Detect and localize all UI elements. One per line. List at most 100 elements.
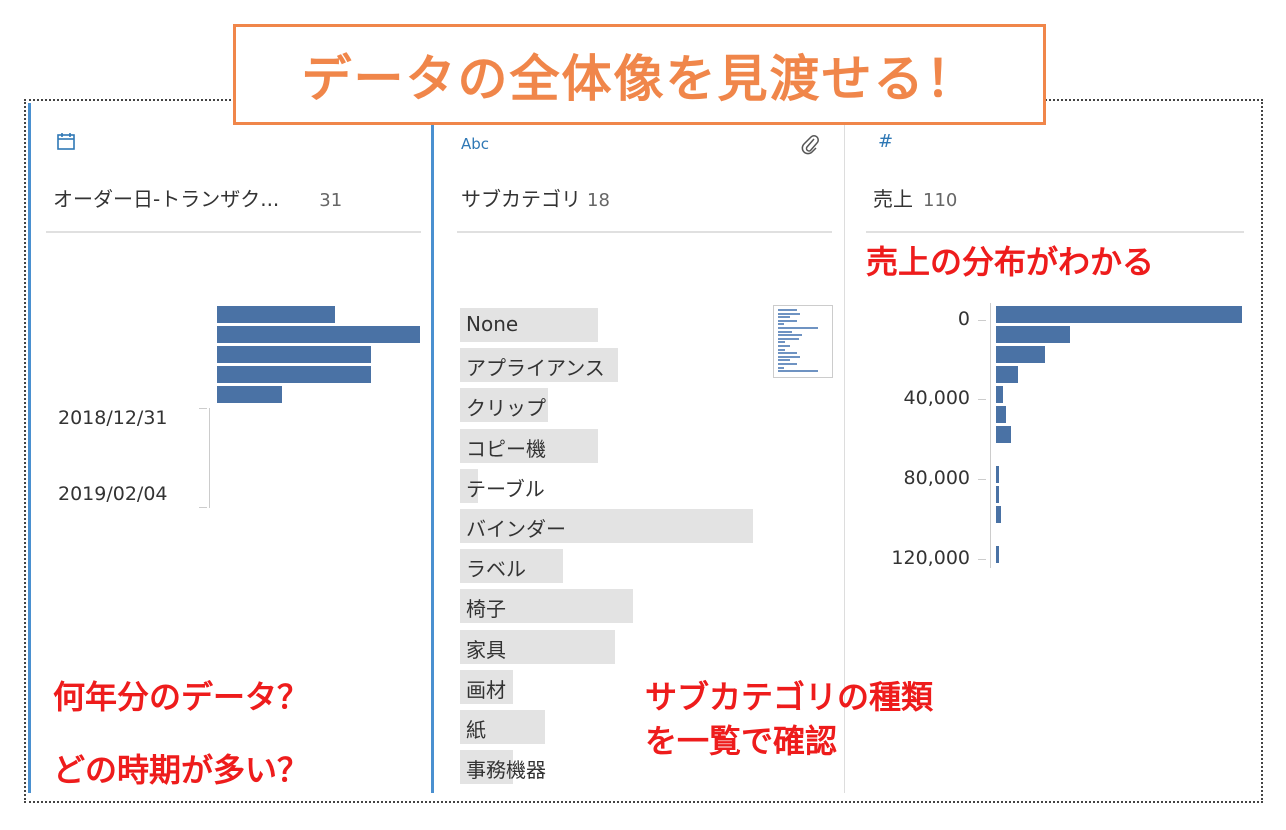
banner-title: データの全体像を見渡せる！ xyxy=(301,49,978,108)
subcategory-row[interactable]: アプライアンス xyxy=(460,348,753,382)
minimap-line xyxy=(778,330,792,333)
subcategory-count-bar xyxy=(460,630,615,664)
subcategory-row[interactable]: 画材 xyxy=(460,670,753,704)
date-histogram-bar[interactable] xyxy=(217,306,335,323)
subcategory-field-card[interactable]: Abc サブカテゴリ 18 None アプライアンス クリップコピー機テーブルバインダ… xyxy=(437,103,845,793)
minimap-line xyxy=(778,359,790,362)
subcategory-label: 紙 xyxy=(466,718,486,742)
sales-field-header[interactable]: 売上 110 xyxy=(873,183,957,212)
subcategory-row[interactable]: None xyxy=(460,308,753,342)
annotation-sales-distribution: 売上の分布がわかる xyxy=(866,243,1155,281)
subcategory-field-count: 18 xyxy=(587,190,610,211)
header-divider xyxy=(457,231,832,233)
subcategory-count-bar xyxy=(460,509,753,543)
annotation-period: どの時期が多い？ xyxy=(53,751,310,789)
subcategory-label: クリップ xyxy=(466,396,546,420)
minimap-line xyxy=(778,345,790,347)
header-divider xyxy=(46,231,421,233)
sales-histogram-bar[interactable] xyxy=(996,346,1045,363)
minimap-line xyxy=(778,355,800,358)
subcategory-count-bar xyxy=(460,388,548,422)
date-field-card[interactable]: オーダー日-トランザク... 31 2018/12/31 2019/02/04 何… xyxy=(28,103,434,793)
sales-histogram-bar[interactable] xyxy=(996,466,999,483)
minimap-line xyxy=(778,312,800,315)
subcategory-field-header[interactable]: サブカテゴリ 18 xyxy=(461,183,610,212)
abc-string-icon: Abc xyxy=(461,135,490,153)
sales-histogram-bar[interactable] xyxy=(996,546,999,563)
header-divider xyxy=(866,231,1244,233)
sales-tick-label: 120,000 xyxy=(891,547,970,569)
subcategory-count-bar xyxy=(460,670,513,704)
tick-mark xyxy=(199,408,207,409)
subcategory-row[interactable]: 事務機器 xyxy=(460,750,753,784)
minimap-line xyxy=(778,352,797,355)
sales-histogram-bar[interactable] xyxy=(996,386,1003,403)
sales-histogram-bar[interactable] xyxy=(996,326,1070,343)
date-axis xyxy=(209,408,210,508)
sales-field-card[interactable]: # 売上 110 売上の分布がわかる 0 40,000 80,000 120,000 xyxy=(848,103,1260,793)
subcategory-label: コピー機 xyxy=(466,437,546,461)
subcategory-row[interactable]: ラベル xyxy=(460,549,753,583)
date-histogram-bar[interactable] xyxy=(217,386,282,403)
subcategory-label: None xyxy=(466,312,519,336)
date-histogram-bar[interactable] xyxy=(217,366,371,383)
sales-histogram-bar[interactable] xyxy=(996,366,1018,383)
minimap-line xyxy=(778,309,797,311)
annotation-subcategory-types: サブカテゴリの種類 xyxy=(645,678,934,716)
subcategory-count-bar xyxy=(460,469,478,503)
tick-mark xyxy=(978,399,986,400)
tick-mark xyxy=(978,479,986,480)
subcategory-count-bar xyxy=(460,750,513,784)
date-histogram-bar[interactable] xyxy=(217,326,420,343)
subcategory-label: バインダー xyxy=(466,517,566,541)
annotation-years: 何年分のデータ？ xyxy=(53,678,310,716)
minimap-line xyxy=(778,363,797,365)
tick-mark xyxy=(978,320,986,321)
sales-histogram-bar[interactable] xyxy=(996,506,1001,523)
subcategory-count-bar xyxy=(460,429,598,463)
subcategory-row[interactable]: コピー機 xyxy=(460,429,753,463)
sales-histogram-bar[interactable] xyxy=(996,306,1242,323)
subcategory-row[interactable]: 家具 xyxy=(460,630,753,664)
annotation-subcategory-list: を一覧で確認 xyxy=(645,722,838,760)
subcategory-row[interactable]: 椅子 xyxy=(460,589,753,623)
subcategory-label: 画材 xyxy=(466,678,506,702)
subcategory-count-bar xyxy=(460,308,598,342)
subcategory-row[interactable]: テーブル xyxy=(460,469,753,503)
tick-mark xyxy=(978,559,986,560)
subcategory-label: 家具 xyxy=(466,638,506,662)
sales-field-name: 売上 xyxy=(873,187,913,211)
list-scroll-minimap[interactable] xyxy=(773,305,833,378)
date-field-count: 31 xyxy=(319,190,343,211)
date-tick-label: 2019/02/04 xyxy=(58,483,168,505)
sales-tick-label: 40,000 xyxy=(903,387,970,409)
paperclip-icon[interactable] xyxy=(800,133,820,155)
minimap-line xyxy=(778,319,797,322)
subcategory-count-bar xyxy=(460,549,563,583)
sales-histogram-bar[interactable] xyxy=(996,426,1011,443)
subcategory-label: 事務機器 xyxy=(466,758,546,782)
minimap-line xyxy=(778,327,818,329)
minimap-line xyxy=(778,370,818,373)
minimap-line xyxy=(778,334,802,337)
minimap-line xyxy=(778,366,784,369)
subcategory-row[interactable]: バインダー xyxy=(460,509,753,543)
subcategory-count-bar xyxy=(460,589,633,623)
date-field-header[interactable]: オーダー日-トランザク... 31 xyxy=(53,183,342,212)
subcategory-count-bar xyxy=(460,348,618,382)
minimap-line xyxy=(778,348,785,351)
date-histogram-bar[interactable] xyxy=(217,346,371,363)
sales-histogram-bar[interactable] xyxy=(996,486,999,503)
sales-histogram-bar[interactable] xyxy=(996,406,1006,423)
subcategory-row[interactable]: クリップ xyxy=(460,388,753,422)
sales-tick-label: 0 xyxy=(957,308,970,330)
sales-field-count: 110 xyxy=(923,190,958,211)
subcategory-label: ラベル xyxy=(466,557,526,581)
sales-tick-label: 80,000 xyxy=(903,467,970,489)
sales-axis xyxy=(990,303,991,568)
subcategory-label: アプライアンス xyxy=(466,356,605,380)
hash-icon: # xyxy=(878,131,894,152)
minimap-line xyxy=(778,323,784,326)
subcategory-row[interactable]: 紙 xyxy=(460,710,753,744)
minimap-line xyxy=(778,316,790,319)
